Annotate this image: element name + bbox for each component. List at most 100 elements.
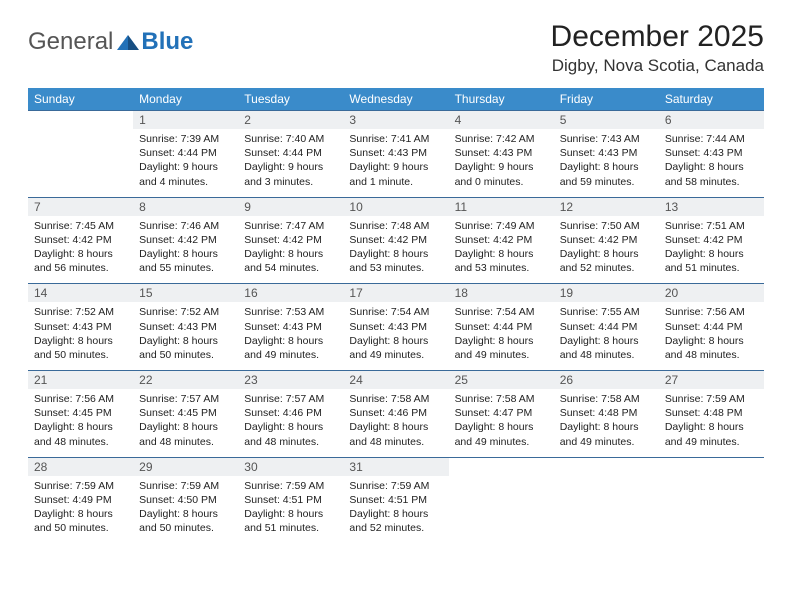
day-number-cell: 20 — [659, 284, 764, 303]
sunset-line: Sunset: 4:42 PM — [560, 233, 653, 247]
sunset-line: Sunset: 4:51 PM — [244, 493, 337, 507]
day-detail-cell: Sunrise: 7:55 AMSunset: 4:44 PMDaylight:… — [554, 302, 659, 370]
day-number-cell: 17 — [343, 284, 448, 303]
sunrise-line: Sunrise: 7:59 AM — [665, 392, 758, 406]
day-number-cell — [449, 457, 554, 476]
logo-text-general: General — [28, 28, 113, 56]
sunset-line: Sunset: 4:45 PM — [34, 406, 127, 420]
sunrise-line: Sunrise: 7:55 AM — [560, 305, 653, 319]
day-number-cell: 31 — [343, 457, 448, 476]
logo: General Blue — [28, 20, 193, 56]
day-detail-cell — [28, 129, 133, 197]
daylight-line: Daylight: 8 hours and 50 minutes. — [34, 507, 127, 535]
day-number-cell: 24 — [343, 371, 448, 390]
sunrise-line: Sunrise: 7:39 AM — [139, 132, 232, 146]
day-number-cell: 3 — [343, 111, 448, 130]
day-detail-cell: Sunrise: 7:58 AMSunset: 4:46 PMDaylight:… — [343, 389, 448, 457]
sunset-line: Sunset: 4:51 PM — [349, 493, 442, 507]
sunset-line: Sunset: 4:43 PM — [244, 320, 337, 334]
daylight-line: Daylight: 8 hours and 48 minutes. — [34, 420, 127, 448]
sunrise-line: Sunrise: 7:59 AM — [349, 479, 442, 493]
sunset-line: Sunset: 4:43 PM — [560, 146, 653, 160]
daylight-line: Daylight: 8 hours and 52 minutes. — [560, 247, 653, 275]
sunrise-line: Sunrise: 7:59 AM — [139, 479, 232, 493]
sunrise-line: Sunrise: 7:43 AM — [560, 132, 653, 146]
daylight-line: Daylight: 8 hours and 48 minutes. — [560, 334, 653, 362]
sunset-line: Sunset: 4:42 PM — [244, 233, 337, 247]
day-number-cell: 9 — [238, 197, 343, 216]
sunrise-line: Sunrise: 7:54 AM — [455, 305, 548, 319]
day-number-cell: 25 — [449, 371, 554, 390]
sunset-line: Sunset: 4:44 PM — [139, 146, 232, 160]
week-daynum-row: 21222324252627 — [28, 371, 764, 390]
daylight-line: Daylight: 8 hours and 58 minutes. — [665, 160, 758, 188]
sunset-line: Sunset: 4:42 PM — [665, 233, 758, 247]
sunset-line: Sunset: 4:43 PM — [139, 320, 232, 334]
sunset-line: Sunset: 4:49 PM — [34, 493, 127, 507]
day-number-cell: 22 — [133, 371, 238, 390]
daylight-line: Daylight: 8 hours and 59 minutes. — [560, 160, 653, 188]
day-detail-cell: Sunrise: 7:48 AMSunset: 4:42 PMDaylight:… — [343, 216, 448, 284]
day-of-week-header: Friday — [554, 88, 659, 111]
daylight-line: Daylight: 8 hours and 48 minutes. — [349, 420, 442, 448]
daylight-line: Daylight: 8 hours and 48 minutes. — [139, 420, 232, 448]
daylight-line: Daylight: 8 hours and 50 minutes. — [139, 334, 232, 362]
day-number-cell: 10 — [343, 197, 448, 216]
day-of-week-header: Tuesday — [238, 88, 343, 111]
sunrise-line: Sunrise: 7:58 AM — [349, 392, 442, 406]
sunrise-line: Sunrise: 7:46 AM — [139, 219, 232, 233]
daylight-line: Daylight: 8 hours and 49 minutes. — [455, 334, 548, 362]
day-number-cell: 27 — [659, 371, 764, 390]
sunrise-line: Sunrise: 7:57 AM — [139, 392, 232, 406]
sunset-line: Sunset: 4:47 PM — [455, 406, 548, 420]
day-number-cell: 21 — [28, 371, 133, 390]
day-detail-cell — [659, 476, 764, 544]
day-detail-cell: Sunrise: 7:50 AMSunset: 4:42 PMDaylight:… — [554, 216, 659, 284]
day-number-cell: 19 — [554, 284, 659, 303]
sunset-line: Sunset: 4:46 PM — [244, 406, 337, 420]
daylight-line: Daylight: 8 hours and 53 minutes. — [349, 247, 442, 275]
week-detail-row: Sunrise: 7:39 AMSunset: 4:44 PMDaylight:… — [28, 129, 764, 197]
sunset-line: Sunset: 4:44 PM — [560, 320, 653, 334]
day-detail-cell: Sunrise: 7:42 AMSunset: 4:43 PMDaylight:… — [449, 129, 554, 197]
sunrise-line: Sunrise: 7:58 AM — [455, 392, 548, 406]
day-number-cell: 29 — [133, 457, 238, 476]
daylight-line: Daylight: 8 hours and 49 minutes. — [560, 420, 653, 448]
day-detail-cell: Sunrise: 7:56 AMSunset: 4:45 PMDaylight:… — [28, 389, 133, 457]
day-detail-cell — [554, 476, 659, 544]
daylight-line: Daylight: 8 hours and 56 minutes. — [34, 247, 127, 275]
sunset-line: Sunset: 4:42 PM — [34, 233, 127, 247]
sunset-line: Sunset: 4:43 PM — [665, 146, 758, 160]
sunset-line: Sunset: 4:42 PM — [349, 233, 442, 247]
logo-text-blue: Blue — [141, 28, 193, 56]
day-detail-cell: Sunrise: 7:59 AMSunset: 4:49 PMDaylight:… — [28, 476, 133, 544]
day-of-week-header: Thursday — [449, 88, 554, 111]
day-number-cell: 6 — [659, 111, 764, 130]
sunset-line: Sunset: 4:44 PM — [665, 320, 758, 334]
day-number-cell: 23 — [238, 371, 343, 390]
sunrise-line: Sunrise: 7:50 AM — [560, 219, 653, 233]
daylight-line: Daylight: 8 hours and 48 minutes. — [665, 334, 758, 362]
sunrise-line: Sunrise: 7:59 AM — [34, 479, 127, 493]
daylight-line: Daylight: 8 hours and 52 minutes. — [349, 507, 442, 535]
day-detail-cell: Sunrise: 7:52 AMSunset: 4:43 PMDaylight:… — [133, 302, 238, 370]
daylight-line: Daylight: 9 hours and 1 minute. — [349, 160, 442, 188]
daylight-line: Daylight: 9 hours and 4 minutes. — [139, 160, 232, 188]
day-number-cell: 28 — [28, 457, 133, 476]
sunset-line: Sunset: 4:43 PM — [349, 320, 442, 334]
daylight-line: Daylight: 8 hours and 55 minutes. — [139, 247, 232, 275]
day-detail-cell: Sunrise: 7:51 AMSunset: 4:42 PMDaylight:… — [659, 216, 764, 284]
sunset-line: Sunset: 4:48 PM — [560, 406, 653, 420]
sunset-line: Sunset: 4:46 PM — [349, 406, 442, 420]
sunrise-line: Sunrise: 7:49 AM — [455, 219, 548, 233]
sunrise-line: Sunrise: 7:54 AM — [349, 305, 442, 319]
day-number-cell: 7 — [28, 197, 133, 216]
day-detail-cell: Sunrise: 7:43 AMSunset: 4:43 PMDaylight:… — [554, 129, 659, 197]
day-of-week-header: Monday — [133, 88, 238, 111]
day-number-cell: 1 — [133, 111, 238, 130]
sunset-line: Sunset: 4:45 PM — [139, 406, 232, 420]
day-detail-cell — [449, 476, 554, 544]
day-detail-cell: Sunrise: 7:54 AMSunset: 4:43 PMDaylight:… — [343, 302, 448, 370]
week-detail-row: Sunrise: 7:45 AMSunset: 4:42 PMDaylight:… — [28, 216, 764, 284]
day-detail-cell: Sunrise: 7:49 AMSunset: 4:42 PMDaylight:… — [449, 216, 554, 284]
